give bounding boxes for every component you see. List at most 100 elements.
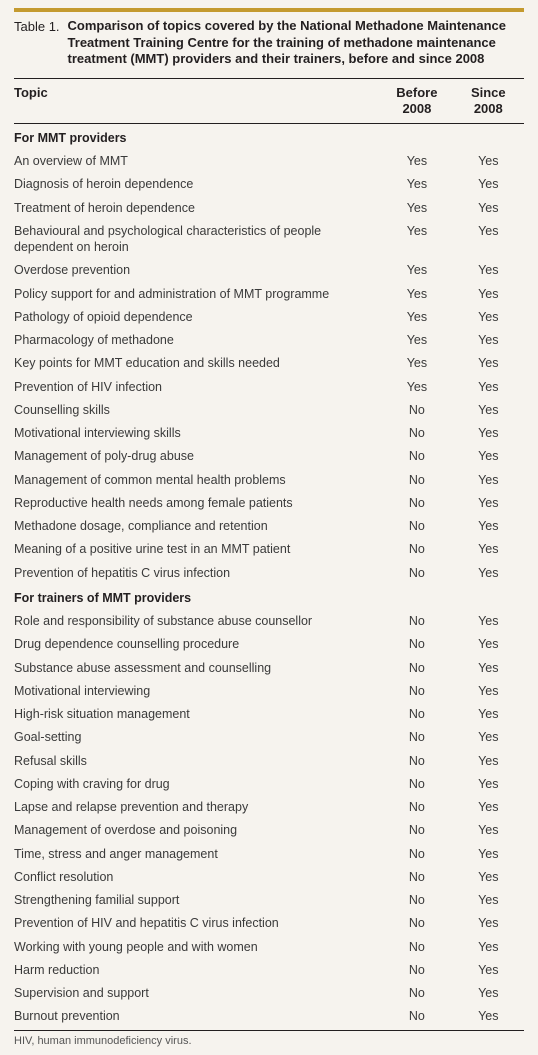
cell-topic: Counselling skills <box>14 398 381 421</box>
section-heading: For trainers of MMT providers <box>14 584 524 609</box>
col-header-before-l1: Before <box>396 85 437 100</box>
cell-since: Yes <box>453 305 524 328</box>
cell-before: No <box>381 982 452 1005</box>
section-heading: For MMT providers <box>14 124 524 149</box>
table-row: An overview of MMTYesYes <box>14 150 524 173</box>
col-header-before-l2: 2008 <box>402 101 431 116</box>
cell-topic: Management of common mental health probl… <box>14 468 381 491</box>
cell-topic: Conflict resolution <box>14 865 381 888</box>
cell-before: No <box>381 538 452 561</box>
table-row: High-risk situation managementNoYes <box>14 703 524 726</box>
cell-topic: Pharmacology of methadone <box>14 329 381 352</box>
cell-before: No <box>381 889 452 912</box>
cell-since: Yes <box>453 561 524 584</box>
cell-before: Yes <box>381 196 452 219</box>
cell-since: Yes <box>453 842 524 865</box>
cell-topic: Prevention of HIV and hepatitis C virus … <box>14 912 381 935</box>
cell-topic: High-risk situation management <box>14 703 381 726</box>
cell-since: Yes <box>453 352 524 375</box>
table-label: Table 1. <box>14 18 68 68</box>
cell-topic: Substance abuse assessment and counselli… <box>14 656 381 679</box>
cell-before: No <box>381 633 452 656</box>
cell-since: Yes <box>453 633 524 656</box>
table-row: Overdose preventionYesYes <box>14 259 524 282</box>
table-row: Supervision and supportNoYes <box>14 982 524 1005</box>
cell-before: Yes <box>381 305 452 328</box>
cell-topic: Working with young people and with women <box>14 935 381 958</box>
section-heading-row: For trainers of MMT providers <box>14 584 524 609</box>
cell-since: Yes <box>453 656 524 679</box>
cell-before: Yes <box>381 352 452 375</box>
cell-topic: Prevention of hepatitis C virus infectio… <box>14 561 381 584</box>
cell-since: Yes <box>453 796 524 819</box>
cell-since: Yes <box>453 819 524 842</box>
cell-since: Yes <box>453 912 524 935</box>
table-row: Working with young people and with women… <box>14 935 524 958</box>
data-table: Topic Before 2008 Since 2008 For MMT pro… <box>14 79 524 1031</box>
col-header-since-l1: Since <box>471 85 506 100</box>
cell-since: Yes <box>453 491 524 514</box>
cell-before: Yes <box>381 282 452 305</box>
cell-since: Yes <box>453 726 524 749</box>
table-row: Substance abuse assessment and counselli… <box>14 656 524 679</box>
cell-since: Yes <box>453 865 524 888</box>
table-row: Harm reductionNoYes <box>14 958 524 981</box>
cell-before: No <box>381 610 452 633</box>
cell-topic: Coping with craving for drug <box>14 772 381 795</box>
cell-topic: Lapse and relapse prevention and therapy <box>14 796 381 819</box>
section-heading-row: For MMT providers <box>14 124 524 149</box>
cell-since: Yes <box>453 515 524 538</box>
table-row: Methadone dosage, compliance and retenti… <box>14 515 524 538</box>
cell-before: No <box>381 468 452 491</box>
cell-before: No <box>381 842 452 865</box>
cell-topic: An overview of MMT <box>14 150 381 173</box>
table-row: Lapse and relapse prevention and therapy… <box>14 796 524 819</box>
cell-before: No <box>381 865 452 888</box>
cell-since: Yes <box>453 982 524 1005</box>
cell-before: Yes <box>381 150 452 173</box>
table-row: Prevention of HIV infectionYesYes <box>14 375 524 398</box>
cell-before: No <box>381 398 452 421</box>
cell-topic: Pathology of opioid dependence <box>14 305 381 328</box>
table-row: Drug dependence counselling procedureNoY… <box>14 633 524 656</box>
cell-since: Yes <box>453 772 524 795</box>
cell-before: No <box>381 749 452 772</box>
cell-before: No <box>381 726 452 749</box>
table-row: Motivational interviewing skillsNoYes <box>14 422 524 445</box>
cell-topic: Goal-setting <box>14 726 381 749</box>
table-row: Management of poly-drug abuseNoYes <box>14 445 524 468</box>
cell-before: No <box>381 935 452 958</box>
col-header-since: Since 2008 <box>453 79 524 124</box>
cell-before: No <box>381 561 452 584</box>
cell-before: No <box>381 679 452 702</box>
cell-since: Yes <box>453 958 524 981</box>
table-row: Management of common mental health probl… <box>14 468 524 491</box>
cell-since: Yes <box>453 398 524 421</box>
table-footnote: HIV, human immunodeficiency virus. <box>14 1031 524 1047</box>
cell-since: Yes <box>453 889 524 912</box>
cell-since: Yes <box>453 538 524 561</box>
table-caption: Table 1. Comparison of topics covered by… <box>14 12 524 78</box>
table-row: Treatment of heroin dependenceYesYes <box>14 196 524 219</box>
cell-before: Yes <box>381 173 452 196</box>
table-row: Role and responsibility of substance abu… <box>14 610 524 633</box>
cell-topic: Management of poly-drug abuse <box>14 445 381 468</box>
cell-topic: Management of overdose and poisoning <box>14 819 381 842</box>
cell-before: Yes <box>381 259 452 282</box>
cell-before: No <box>381 1005 452 1028</box>
cell-since: Yes <box>453 1005 524 1028</box>
cell-since: Yes <box>453 375 524 398</box>
cell-topic: Supervision and support <box>14 982 381 1005</box>
cell-since: Yes <box>453 703 524 726</box>
table-row: Conflict resolutionNoYes <box>14 865 524 888</box>
cell-topic: Diagnosis of heroin dependence <box>14 173 381 196</box>
table-body: For MMT providersAn overview of MMTYesYe… <box>14 123 524 1031</box>
table-row: Burnout preventionNoYes <box>14 1005 524 1028</box>
cell-since: Yes <box>453 196 524 219</box>
col-header-before: Before 2008 <box>381 79 452 124</box>
table-row: Refusal skillsNoYes <box>14 749 524 772</box>
cell-before: No <box>381 656 452 679</box>
table-row: Diagnosis of heroin dependenceYesYes <box>14 173 524 196</box>
cell-since: Yes <box>453 329 524 352</box>
cell-before: No <box>381 912 452 935</box>
